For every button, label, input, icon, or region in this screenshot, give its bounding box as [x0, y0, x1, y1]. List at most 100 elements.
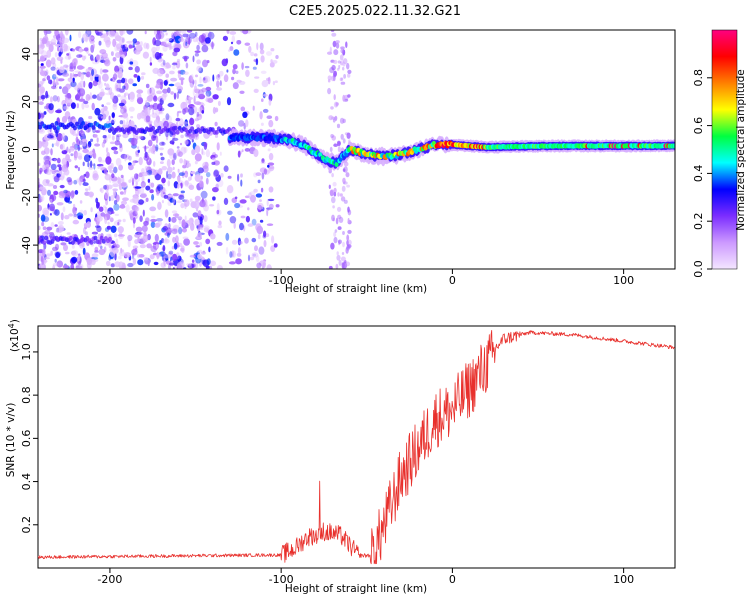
noise-blob: [153, 95, 158, 102]
noise-blob: [144, 102, 151, 108]
noise-blob: [88, 166, 93, 170]
noise-blob: [85, 94, 91, 101]
noise-blob: [138, 199, 144, 205]
ridge-core: [318, 152, 323, 158]
noise-blob: [137, 149, 140, 153]
noise-blob: [194, 160, 198, 165]
noise-blob: [105, 147, 109, 154]
noise-blob: [231, 239, 238, 245]
noise-blob: [136, 89, 144, 94]
noise-blob: [42, 207, 49, 216]
noise-blob: [211, 157, 216, 161]
noise-blob: [201, 251, 206, 255]
noise-blob: [226, 69, 229, 73]
noise-blob: [181, 227, 187, 233]
noise-blob: [216, 203, 220, 212]
noise-blob: [167, 166, 173, 173]
noise-blob: [160, 262, 167, 268]
noise-blob: [188, 75, 193, 84]
noise-blob: [168, 262, 175, 266]
noise-blob: [336, 251, 339, 256]
noise-blob: [86, 221, 91, 229]
noise-blob: [71, 244, 75, 249]
noise-blob: [65, 154, 70, 161]
noise-blob: [268, 203, 274, 209]
noise-blob: [104, 216, 108, 225]
noise-blob: [183, 158, 187, 166]
noise-blob: [165, 32, 168, 36]
noise-blob: [138, 172, 143, 178]
noise-blob: [97, 165, 100, 169]
noise-blob: [150, 218, 157, 223]
noise-blob: [347, 239, 352, 246]
noise-blob: [237, 247, 241, 254]
noise-blob: [180, 190, 185, 194]
noise-blob: [50, 66, 56, 71]
noise-blob: [76, 65, 84, 70]
noise-blob: [112, 180, 119, 184]
noise-blob: [51, 143, 54, 148]
noise-blob: [105, 83, 110, 91]
noise-blob: [127, 262, 134, 268]
noise-blob: [103, 185, 108, 190]
noise-blob: [177, 70, 181, 74]
noise-blob: [115, 135, 120, 142]
noise-blob: [76, 103, 80, 109]
noise-blob: [126, 120, 130, 128]
noise-blob: [163, 80, 168, 86]
noise-blob: [140, 75, 145, 80]
noise-blob: [134, 173, 139, 180]
noise-blob: [333, 231, 337, 238]
noise-blob: [223, 74, 229, 83]
noise-blob: [177, 244, 180, 248]
noise-blob: [81, 133, 85, 137]
noise-blob: [57, 224, 65, 233]
noise-blob: [260, 55, 265, 63]
noise-blob: [64, 94, 68, 102]
noise-blob: [161, 200, 164, 204]
noise-blob: [162, 245, 166, 252]
noise-blob: [132, 177, 134, 186]
noise-blob: [99, 49, 107, 55]
noise-blob: [347, 206, 350, 213]
noise-blob: [80, 72, 85, 81]
noise-blob: [104, 168, 108, 175]
noise-blob: [229, 251, 233, 258]
noise-blob: [145, 99, 148, 108]
noise-blob: [254, 76, 260, 79]
noise-blob: [185, 62, 189, 69]
noise-blob: [49, 203, 55, 212]
noise-blob: [337, 226, 342, 231]
noise-blob: [70, 263, 75, 269]
noise-blob: [232, 63, 238, 70]
noise-blob: [45, 164, 50, 168]
noise-blob: [134, 66, 140, 73]
noise-blob: [88, 115, 93, 120]
noise-blob: [252, 105, 255, 111]
noise-blob: [263, 230, 267, 238]
noise-blob: [178, 218, 182, 225]
x-tick-label: 100: [613, 274, 634, 287]
noise-blob: [183, 56, 188, 62]
noise-blob: [161, 166, 168, 171]
noise-blob: [110, 92, 115, 100]
noise-blob: [93, 134, 98, 138]
noise-blob: [114, 233, 118, 238]
noise-blob: [345, 261, 351, 267]
noise-blob: [96, 137, 99, 143]
streak-blob: [151, 125, 156, 131]
noise-blob: [138, 135, 144, 140]
noise-blob: [132, 217, 136, 224]
noise-blob: [113, 149, 117, 152]
streak-blob: [107, 236, 112, 242]
noise-blob: [213, 160, 220, 166]
noise-blob: [129, 215, 134, 219]
noise-blob: [146, 243, 153, 249]
noise-blob: [331, 214, 335, 222]
noise-blob: [93, 163, 96, 170]
noise-blob: [240, 179, 243, 187]
noise-blob: [156, 218, 163, 222]
noise-blob: [165, 38, 172, 42]
noise-blob: [162, 59, 166, 66]
noise-blob: [91, 102, 95, 111]
